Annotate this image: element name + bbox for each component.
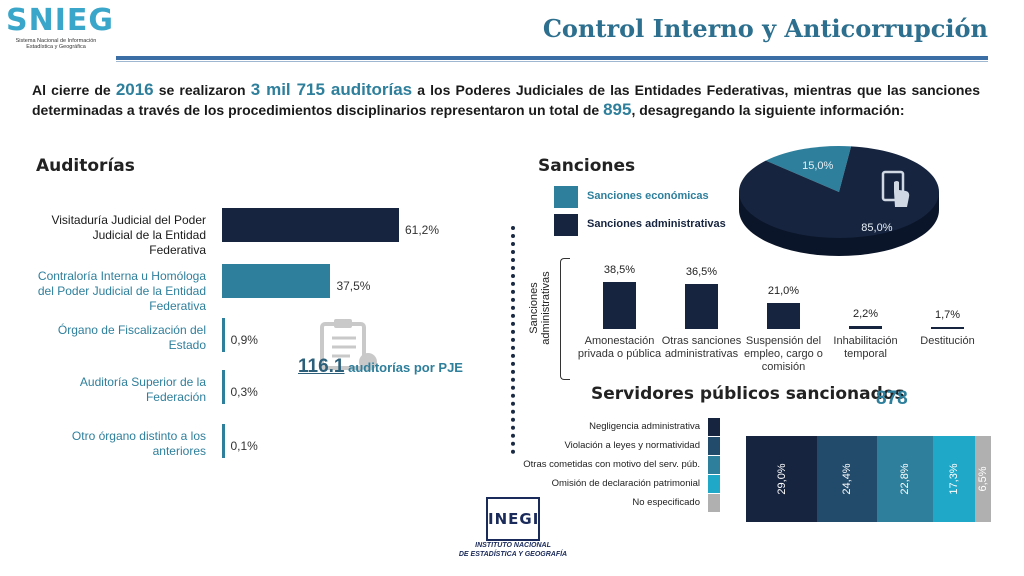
inegi-logo-word: INEGI <box>486 497 540 541</box>
legend-swatch-economic <box>554 186 578 208</box>
admin-sanction-category: Otras sanciones administrativas <box>661 335 742 360</box>
intro-year: 2016 <box>115 80 154 99</box>
pie-slice-administrative <box>739 146 939 238</box>
audits-per-pje: 116.1 auditorías por PJE <box>298 356 463 378</box>
audits-category-label: Auditoría Superior de la Federación <box>79 375 206 404</box>
stacked-legend-swatch <box>708 494 720 512</box>
legend-label-administrative: Sanciones administrativas <box>587 218 726 230</box>
stacked-segment-label: 22,8% <box>898 463 911 495</box>
audits-per-pje-label: auditorías por PJE <box>344 360 463 375</box>
stacked-bar-segment: 6,5% <box>975 436 991 522</box>
sanctioned-officials-title: Servidores públicos sancionados <box>591 384 905 404</box>
audits-category-label: Otro órgano distinto a los anteriores <box>71 429 206 458</box>
audits-bar <box>222 424 225 458</box>
section-divider-dotted <box>511 226 515 454</box>
pie-slice-label: 15,0% <box>802 160 833 172</box>
admin-sanction-bar <box>767 303 800 329</box>
stacked-bar-segment: 17,3% <box>932 436 976 522</box>
admin-sanction-category: Suspensión del empleo, cargo o comisión <box>744 335 823 373</box>
audits-bar <box>222 208 399 242</box>
stacked-bar-segment: 24,4% <box>817 436 877 522</box>
intro-sanctions: 895 <box>603 100 632 119</box>
audits-bar <box>222 370 225 404</box>
stacked-legend-label: No especificado <box>632 497 700 508</box>
stacked-legend-swatch <box>708 475 720 493</box>
intro-text-1: Al cierre de <box>32 82 116 98</box>
intro-audits: 3 mil 715 auditorías <box>250 80 413 99</box>
admin-sanction-category: Destitución <box>920 335 975 347</box>
stacked-legend-label: Omisión de declaración patrimonial <box>551 478 700 489</box>
audits-value-label: 0,9% <box>230 333 258 347</box>
snieg-logo-word: SNIEG <box>6 3 114 38</box>
stacked-legend-swatch <box>708 418 720 436</box>
admin-sanction-bar <box>603 282 636 329</box>
inegi-logo: INEGI INSTITUTO NACIONAL DE ESTADÍSTICA … <box>446 497 580 567</box>
stacked-segment-label: 29,0% <box>775 463 788 495</box>
admin-sanction-value: 38,5% <box>603 264 636 276</box>
intro-text-3: a los Poderes Judiciales de las Entidade… <box>32 82 980 118</box>
audits-value-label: 37,5% <box>336 279 371 293</box>
audits-value-label: 0,3% <box>230 385 258 399</box>
audits-value-label: 61,2% <box>405 223 440 237</box>
stacked-bar-segment: 22,8% <box>876 436 933 522</box>
admin-sanction-category: Inhabilitación temporal <box>833 335 898 360</box>
intro-text-2: se realizaron <box>153 82 251 98</box>
admin-sanction-value: 36,5% <box>685 266 718 279</box>
audits-bar <box>222 318 225 352</box>
audits-chart-title: Auditorías <box>36 156 135 176</box>
title-divider <box>116 56 988 60</box>
pie-slice-label: 85,0% <box>861 222 892 234</box>
admin-sanction-value: 2,2% <box>852 308 879 321</box>
legend-swatch-administrative <box>554 214 578 236</box>
stacked-segment-label: 17,3% <box>947 463 960 495</box>
sanctioned-officials-total: 878 <box>876 388 908 409</box>
sanctions-pie-chart: 15,0% 85,0% <box>739 146 939 256</box>
intro-paragraph: Al cierre de 2016 se realizaron 3 mil 71… <box>32 80 980 120</box>
admin-sanction-bar <box>849 326 882 329</box>
stacked-bar-segment: 29,0% <box>746 436 818 522</box>
stacked-legend-label: Violación a leyes y normatividad <box>564 440 700 451</box>
audits-bar <box>222 264 331 298</box>
tablet-hand-icon <box>881 170 910 207</box>
admin-sanctions-axis: Sanciones administrativas <box>520 260 560 360</box>
intro-text-4: , desagregando la siguiente información: <box>631 102 905 118</box>
admin-sanctions-bracket <box>560 258 570 380</box>
stacked-legend-label: Negligencia administrativa <box>589 421 700 432</box>
stacked-segment-label: 24,4% <box>840 463 853 495</box>
pie-slice-economic <box>765 146 852 192</box>
audits-category-label: Visitaduría Judicial del Poder Judicial … <box>51 213 206 257</box>
audits-category-label: Contraloría Interna u Homóloga del Poder… <box>37 269 206 313</box>
admin-sanctions-axis-label: Sanciones administrativas <box>528 271 552 345</box>
title-divider-thin <box>116 61 988 62</box>
audits-value-label: 0,1% <box>230 439 258 453</box>
admin-sanction-value: 21,0% <box>767 285 800 298</box>
stacked-legend-swatch <box>708 456 720 474</box>
audits-per-pje-number: 116.1 <box>298 356 345 377</box>
snieg-logo: SNIEG Sistema Nacional de Información Es… <box>6 6 116 54</box>
stacked-legend-label: Otras cometidas con motivo del serv. púb… <box>523 459 700 470</box>
audits-category-label: Órgano de Fiscalización del Estado <box>57 323 206 352</box>
admin-sanction-value: 1,7% <box>934 308 961 321</box>
stacked-legend-swatch <box>708 437 720 455</box>
inegi-logo-line1: INSTITUTO NACIONAL <box>475 542 551 549</box>
stacked-segment-label: 6,5% <box>977 466 990 492</box>
snieg-logo-subtitle: Sistema Nacional de Información Estadíst… <box>15 38 97 50</box>
sanctions-chart-title: Sanciones <box>538 156 636 176</box>
legend-label-economic: Sanciones económicas <box>587 190 709 202</box>
clipboard-icon <box>320 319 377 371</box>
inegi-logo-line2: DE ESTADÍSTICA Y GEOGRAFÍA <box>458 551 568 558</box>
admin-sanction-category: Amonestación privada o pública <box>577 335 662 360</box>
admin-sanction-bar <box>931 326 964 329</box>
admin-sanction-bar <box>685 284 718 329</box>
page-title: Control Interno y Anticorrupción <box>542 14 988 43</box>
